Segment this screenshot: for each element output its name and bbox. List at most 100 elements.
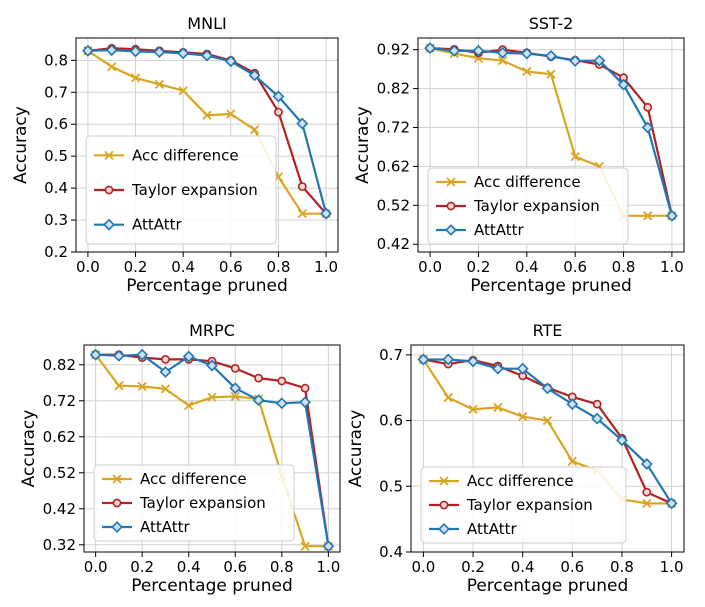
chart-mnli-y-tick-label: 0.5 bbox=[44, 147, 68, 165]
chart-mnli-attattr-point bbox=[81, 44, 94, 57]
chart-mrpc-y-tick-label: 0.82 bbox=[43, 356, 76, 374]
chart-mrpc-y-tick-label: 0.72 bbox=[43, 392, 76, 410]
chart-mrpc-x-axis-label: Percentage pruned bbox=[131, 576, 293, 596]
chart-rte-x-tick-label: 0.6 bbox=[560, 558, 584, 576]
chart-mnli-y-tick-label: 0.3 bbox=[44, 211, 68, 229]
chart-rte-legend-marker bbox=[438, 523, 450, 535]
chart-mnli-series-attattr bbox=[81, 44, 333, 220]
chart-mrpc-acc-difference-point bbox=[114, 381, 124, 391]
chart-sst-2-y-tick-label: 0.62 bbox=[377, 157, 410, 175]
chart-mrpc-acc-difference-point bbox=[184, 400, 194, 411]
chart-mnli-y-axis-label: Accuracy bbox=[11, 106, 31, 184]
chart-mnli-x-tick-label: 0.6 bbox=[219, 258, 243, 276]
chart-mrpc-attattr-point bbox=[136, 348, 149, 361]
chart-rte-acc-difference-point bbox=[518, 411, 528, 422]
chart-mnli-acc-difference-point bbox=[297, 209, 307, 219]
chart-sst-2-attattr-point bbox=[472, 44, 485, 57]
chart-mrpc-legend-marker bbox=[111, 521, 123, 533]
chart-mrpc-legend-label: Acc difference bbox=[140, 470, 247, 488]
chart-mrpc-acc-difference-point bbox=[207, 392, 217, 402]
chart-mrpc-taylor-expansion-point bbox=[277, 376, 287, 386]
chart-mnli-y-tick-label: 0.6 bbox=[44, 115, 68, 133]
chart-sst-2-y-tick-label: 0.82 bbox=[377, 80, 410, 98]
chart-mrpc: MRPC 0.0 0.2 0.4 0.6 0.8 1.0 0.32 0.42 0.52 0.62 0.… bbox=[19, 321, 341, 596]
chart-rte-legend-marker bbox=[439, 476, 449, 486]
chart-sst-2-attattr-point bbox=[665, 209, 678, 222]
chart-mrpc-attattr-point bbox=[206, 359, 218, 372]
chart-mrpc-x-tick-label: 0.4 bbox=[177, 558, 201, 576]
chart-mrpc-y-tick-label: 0.42 bbox=[43, 500, 76, 518]
chart-sst-2-attattr-point bbox=[545, 49, 557, 62]
chart-sst-2-attattr-point bbox=[496, 46, 509, 59]
chart-rte-attattr-point bbox=[566, 398, 579, 411]
chart-rte-attattr-point bbox=[591, 412, 604, 425]
chart-mrpc-acc-difference-point bbox=[137, 381, 147, 392]
chart-mnli-plot-frame bbox=[75, 37, 339, 253]
chart-mnli-taylor-expansion-point bbox=[274, 107, 283, 117]
chart-mrpc-legend-label: AttAttr bbox=[140, 518, 191, 536]
chart-mrpc-attattr-point bbox=[182, 350, 195, 363]
chart-sst-2-legend-marker bbox=[446, 177, 456, 187]
chart-mrpc-attattr-point bbox=[299, 396, 312, 409]
chart-sst-2-title: SST-2 bbox=[529, 14, 574, 33]
chart-mnli-attattr-point bbox=[105, 44, 118, 57]
chart-mrpc-x-tick-label: 0.6 bbox=[223, 558, 247, 576]
chart-mrpc-legend-box bbox=[93, 464, 295, 542]
chart-mnli-legend-label: Taylor expansion bbox=[131, 181, 258, 199]
chart-sst-2-x-tick-label: 0.2 bbox=[467, 258, 491, 276]
chart-sst-2-x-tick-label: 0.6 bbox=[563, 258, 587, 276]
chart-mnli-y-tick-label: 0.2 bbox=[44, 243, 68, 261]
chart-mnli-y-tick-label: 0.8 bbox=[44, 51, 68, 69]
chart-mnli-legend-marker bbox=[104, 150, 114, 160]
chart-sst-2-attattr-point bbox=[617, 78, 630, 91]
chart-mrpc-attattr-point bbox=[252, 394, 265, 407]
chart-rte-x-tick-label: 0.2 bbox=[461, 558, 485, 576]
chart-mrpc-y-axis-label: Accuracy bbox=[19, 410, 39, 488]
chart-sst-2-attattr-point bbox=[448, 44, 461, 57]
chart-rte-acc-difference-point bbox=[443, 392, 453, 403]
chart-sst-2-y-axis-label: Accuracy bbox=[353, 106, 373, 184]
chart-mrpc-attattr-point bbox=[112, 349, 125, 362]
chart-sst-2-attattr-point bbox=[424, 42, 437, 55]
chart-mnli-legend-marker bbox=[104, 185, 114, 195]
chart-sst-2-plot-frame bbox=[417, 37, 685, 253]
chart-sst-2-y-tick-label: 0.42 bbox=[377, 235, 410, 253]
chart-mnli-attattr-point bbox=[224, 55, 237, 68]
chart-mnli-x-tick-label: 0.8 bbox=[267, 258, 291, 276]
chart-sst-2-legend: Acc difference Taylor expansion AttAttr bbox=[427, 167, 629, 245]
chart-mrpc-taylor-expansion-point bbox=[254, 373, 263, 383]
chart-rte-legend-box bbox=[420, 466, 627, 544]
chart-mrpc-legend-marker bbox=[112, 474, 122, 484]
chart-rte-acc-difference-point bbox=[567, 456, 577, 466]
chart-mrpc-x-tick-label: 0.2 bbox=[130, 558, 154, 576]
chart-mrpc-title: MRPC bbox=[189, 321, 235, 340]
chart-sst-2-attattr-point bbox=[520, 47, 533, 60]
chart-rte-title: RTE bbox=[533, 321, 563, 340]
chart-rte-legend-label: Acc difference bbox=[467, 472, 574, 490]
chart-mnli-title: MNLI bbox=[187, 14, 226, 33]
chart-sst-2-legend-box bbox=[427, 167, 629, 245]
chart-mrpc-series-attattr bbox=[89, 348, 335, 553]
chart-sst-2-attattr-point bbox=[569, 55, 582, 67]
chart-rte-x-tick-label: 0.0 bbox=[411, 558, 435, 576]
chart-rte-acc-difference-point bbox=[642, 498, 652, 509]
chart-rte: RTE 0.0 0.2 0.4 0.6 0.8 1.0 0.4 0.5 0.6 0.7 Percent… bbox=[346, 321, 685, 596]
chart-rte-acc-difference-point bbox=[542, 415, 553, 426]
chart-mnli-acc-difference-point bbox=[107, 62, 117, 72]
chart-mnli-acc-difference-point bbox=[226, 109, 236, 119]
chart-mnli-y-tick-label: 0.7 bbox=[44, 83, 68, 101]
chart-rte-legend: Acc difference Taylor expansion AttAttr bbox=[420, 466, 627, 544]
chart-mnli-attattr-point bbox=[129, 45, 142, 58]
chart-mnli-attattr-point bbox=[177, 47, 190, 60]
chart-mnli-attattr-point bbox=[153, 46, 166, 58]
chart-rte-attattr-point bbox=[640, 458, 653, 470]
chart-mrpc-x-tick-label: 1.0 bbox=[316, 558, 340, 576]
chart-sst-2-acc-difference-point bbox=[643, 211, 653, 221]
chart-mrpc-y-tick-label: 0.52 bbox=[43, 464, 76, 482]
chart-rte-y-axis-label: Accuracy bbox=[346, 410, 366, 488]
chart-sst-2-legend-label: Acc difference bbox=[474, 173, 581, 191]
chart-sst-2-acc-difference-point bbox=[570, 152, 580, 162]
chart-rte-plot-frame bbox=[410, 344, 685, 553]
chart-rte-x-tick-label: 1.0 bbox=[660, 558, 684, 576]
